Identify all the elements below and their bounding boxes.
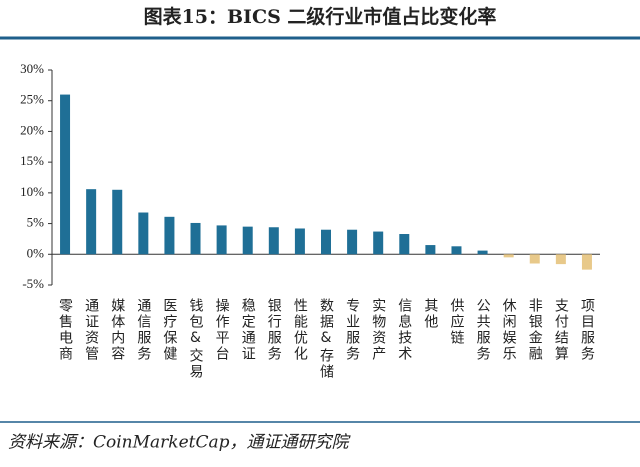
x-tick-label: 操作平台 xyxy=(214,298,230,362)
bar xyxy=(268,227,279,255)
x-tick-label: 零售电商 xyxy=(57,298,73,362)
bar xyxy=(425,245,436,255)
x-tick-label: 通信服务 xyxy=(135,298,151,362)
x-tick-label: 钱包&交易 xyxy=(188,298,204,380)
bar xyxy=(138,212,149,255)
bar xyxy=(451,246,462,255)
bar xyxy=(112,189,123,255)
y-tick-label: 20% xyxy=(20,122,44,137)
bar xyxy=(190,222,201,255)
bar xyxy=(321,229,331,255)
bar xyxy=(294,228,305,255)
y-tick-label: -5% xyxy=(22,276,44,291)
x-tick-label: 性能优化 xyxy=(292,298,308,362)
x-tick-label: 媒体内容 xyxy=(109,298,125,362)
bar xyxy=(555,254,566,265)
x-tick-label: 非银金融 xyxy=(527,298,543,362)
x-tick-label: 通证资管 xyxy=(83,298,99,362)
y-tick-label: 5% xyxy=(27,215,45,230)
source-note: 资料来源：CoinMarketCap，通证通研究院 xyxy=(8,433,352,453)
bar xyxy=(529,254,540,264)
x-tick-label: 银行服务 xyxy=(266,298,282,362)
x-tick-label: 项目服务 xyxy=(579,298,595,362)
chart-title: 图表15：BICS 二级行业市值占比变化率 xyxy=(144,5,497,28)
bar xyxy=(164,216,175,255)
x-tick-label: 实物资产 xyxy=(370,298,386,362)
bar xyxy=(216,225,227,255)
y-tick-label: 10% xyxy=(20,184,44,199)
x-tick-label: 信息技术 xyxy=(396,298,412,362)
y-tick-label: 15% xyxy=(20,153,44,168)
x-tick-label: 其他 xyxy=(422,298,438,330)
bar xyxy=(503,254,514,258)
bar xyxy=(373,231,384,255)
bar xyxy=(86,189,97,255)
bar xyxy=(477,250,488,255)
x-tick-label: 稳定通证 xyxy=(240,298,256,362)
x-tick-label: 支付结算 xyxy=(553,298,569,362)
x-tick-label: 数据&存储 xyxy=(318,298,334,380)
x-tick-label: 供应链 xyxy=(448,298,464,346)
bar xyxy=(60,94,71,255)
y-tick-label: 30% xyxy=(20,61,44,76)
x-tick-label: 休闲娱乐 xyxy=(501,298,517,362)
bar xyxy=(347,229,358,255)
x-tick-label: 专业服务 xyxy=(344,298,360,362)
bar xyxy=(399,234,410,255)
x-tick-label: 公共服务 xyxy=(475,298,491,362)
y-tick-label: 0% xyxy=(27,245,45,260)
bar xyxy=(581,254,592,270)
x-tick-label: 医疗保健 xyxy=(161,298,177,362)
y-tick-label: 25% xyxy=(20,92,44,107)
bar xyxy=(242,226,253,255)
